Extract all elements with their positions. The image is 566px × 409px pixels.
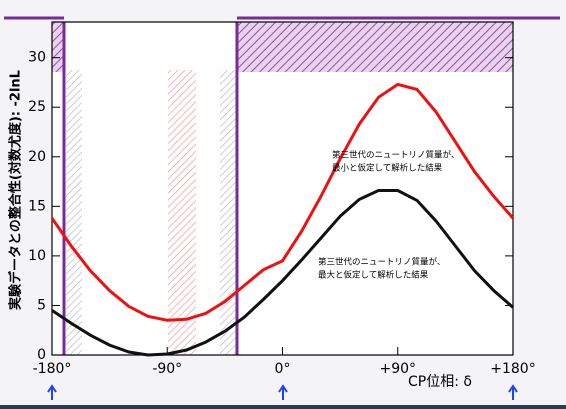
x-axis-label: CP位相: δ — [408, 374, 472, 390]
region — [66, 70, 82, 355]
x-tick-label: 0° — [275, 361, 291, 377]
annotation: 最大と仮定して解析した結果 — [318, 270, 429, 281]
excluded-region — [237, 22, 513, 72]
y-tick-label: 5 — [37, 297, 46, 313]
annotation: 第三世代のニュートリノ質量が、 — [332, 150, 459, 161]
y-axis-label: 実験データとの整合性(対数尤度): -2lnL — [8, 70, 24, 310]
x-tick-label: +90° — [379, 361, 416, 377]
region — [168, 70, 196, 355]
arrows — [47, 384, 518, 400]
region — [220, 70, 236, 355]
y-tick-label: 25 — [28, 99, 46, 115]
line-series — [50, 82, 515, 322]
x-tick-label: +180° — [490, 361, 535, 377]
y-tick-label: 15 — [28, 198, 46, 214]
y-tick-label: 10 — [28, 248, 46, 264]
plot-area — [52, 22, 513, 355]
annotation: 第三世代のニュートリノ質量が、 — [318, 257, 445, 268]
y-tick-label: 30 — [28, 50, 46, 66]
y-tick-label: 0 — [37, 347, 46, 363]
x-tick-label: -180° — [33, 361, 72, 377]
x-tick-label: -90° — [152, 361, 182, 377]
y-tick-label: 20 — [28, 149, 46, 165]
excluded-region — [52, 22, 64, 72]
annotation: 最小と仮定して解析した結果 — [332, 163, 443, 174]
line-series — [51, 189, 514, 357]
